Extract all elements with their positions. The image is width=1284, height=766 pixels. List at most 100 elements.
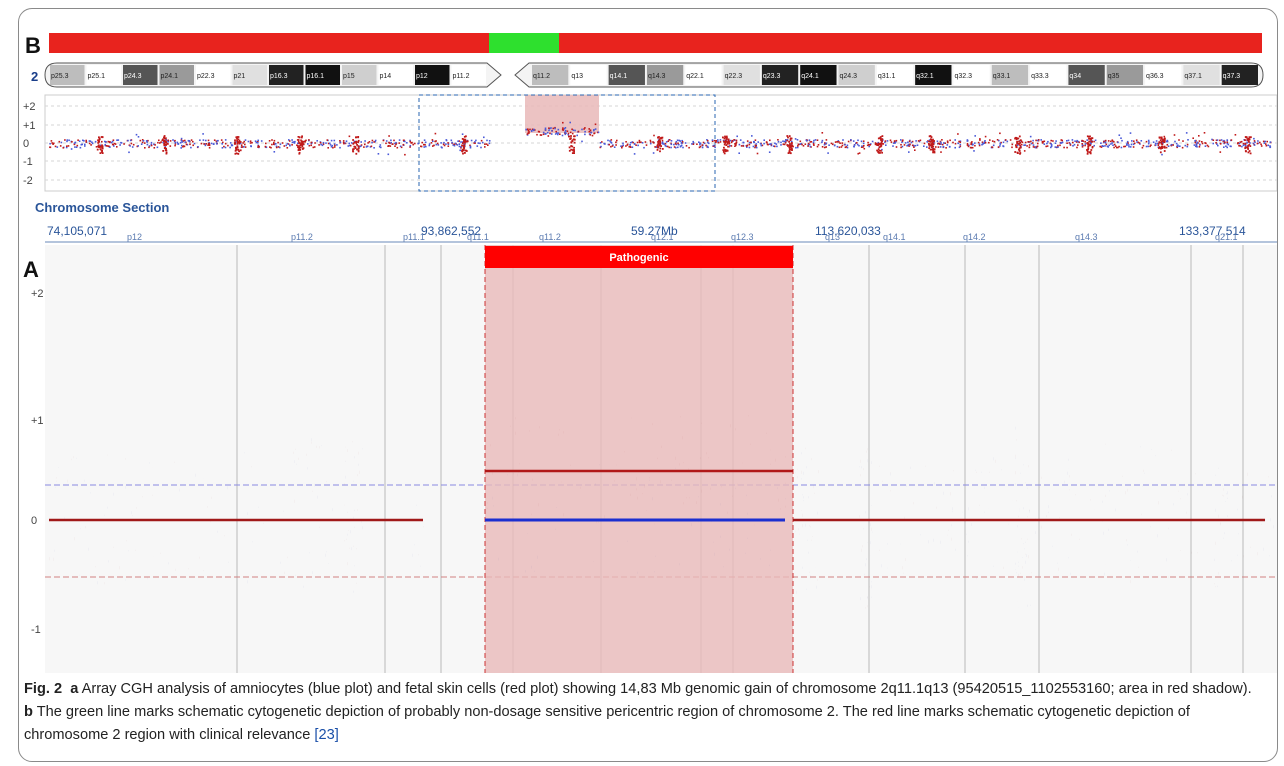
overview-data-point [635,144,637,146]
overview-data-point [940,143,942,145]
overview-data-point [629,144,631,146]
overview-data-point [1019,139,1022,142]
overview-data-point [129,139,132,142]
overview-data-point [832,143,834,146]
overview-data-point [354,147,357,149]
overview-data-point [279,143,282,146]
overview-data-point [1253,144,1256,146]
overview-data-point [435,143,438,146]
overview-data-point [1141,146,1144,149]
overview-data-point [1050,145,1053,148]
overview-data-point [763,142,765,145]
overview-data-point [1037,142,1039,145]
overview-data-point [537,130,540,133]
overview-data-point [706,139,709,142]
overview-data-point [84,145,86,147]
overview-data-point [1032,144,1035,146]
overview-data-point [1082,140,1085,142]
overview-data-point [1054,146,1057,148]
overview-data-point [463,147,465,150]
overview-data-point [804,143,807,145]
overview-data-point [748,141,751,144]
overview-data-point [581,140,583,143]
overview-data-point [287,143,290,145]
overview-data-point [208,142,210,145]
overview-data-point [621,145,624,148]
overview-data-point [945,147,947,149]
overview-data-point [679,140,682,142]
overview-data-point [260,140,263,142]
overview-data-point [1137,141,1139,144]
overview-data-point [1088,140,1091,143]
overview-data-point [326,139,329,141]
overview-data-point [141,141,144,144]
overview-data-point [357,149,360,152]
overview-data-point [1019,142,1022,144]
overview-data-point [862,146,864,148]
ideogram-band [608,65,645,85]
overview-data-point [1018,135,1021,138]
overview-data-point [570,141,573,144]
overview-data-point [213,143,215,145]
overview-data-point [886,140,889,142]
caption-reference-link[interactable]: [23] [314,727,339,743]
ideogram-band [1068,65,1105,85]
overview-data-point [726,142,729,145]
overview-data-point [952,141,954,144]
overview-data-point [123,143,125,145]
overview-data-point [1269,145,1271,147]
ideogram-band-label: q22.3 [725,73,743,80]
overview-data-point [101,151,103,154]
overview-data-point [703,142,706,145]
overview-data-point [889,139,892,142]
overview-data-point [65,146,68,149]
overview-data-point [1138,142,1141,144]
overview-data-point [254,140,257,142]
overview-data-point [1219,151,1222,153]
overview-data-point [1160,142,1163,145]
overview-data-point [1045,145,1047,148]
overview-data-point [385,140,388,142]
overview-data-point [200,142,203,145]
overview-data-point [901,145,904,148]
overview-data-point [1087,145,1090,148]
overview-data-point [462,146,465,148]
overview-data-point [880,141,883,144]
overview-data-point [825,142,827,145]
overview-data-point [347,145,350,147]
overview-data-point [1215,142,1217,144]
overview-data-point [296,144,298,146]
overview-data-point [300,143,302,145]
overview-data-point [301,142,304,145]
overview-data-point [464,152,466,154]
ideogram-band-label: q14.3 [648,73,666,80]
overview-data-point [557,133,559,136]
section-band-label: q14.3 [1075,232,1098,242]
overview-data-point [790,137,793,140]
overview-data-point [876,149,878,152]
overview-data-point [291,144,293,146]
overview-data-point [84,143,86,146]
overview-data-point [566,130,569,132]
overview-data-point [941,143,944,146]
overview-data-point [1203,132,1206,134]
overview-data-point [277,146,280,148]
overview-data-point [862,142,865,145]
overview-data-point [458,143,461,145]
overview-data-point [355,140,358,143]
overview-data-point [674,142,677,145]
overview-data-point [677,146,679,149]
overview-data-point [169,140,172,142]
overview-data-point [790,144,792,146]
overview-data-point [486,139,488,142]
overview-data-point [107,140,110,143]
overview-data-point [746,146,748,148]
overview-data-point [333,139,336,142]
overview-data-point [879,152,881,154]
overview-data-point [729,139,732,142]
overview-data-point [906,144,908,147]
overview-data-point [1149,145,1151,148]
overview-data-point [768,143,771,145]
overview-data-point [1247,148,1249,150]
overview-data-point [1128,145,1130,148]
